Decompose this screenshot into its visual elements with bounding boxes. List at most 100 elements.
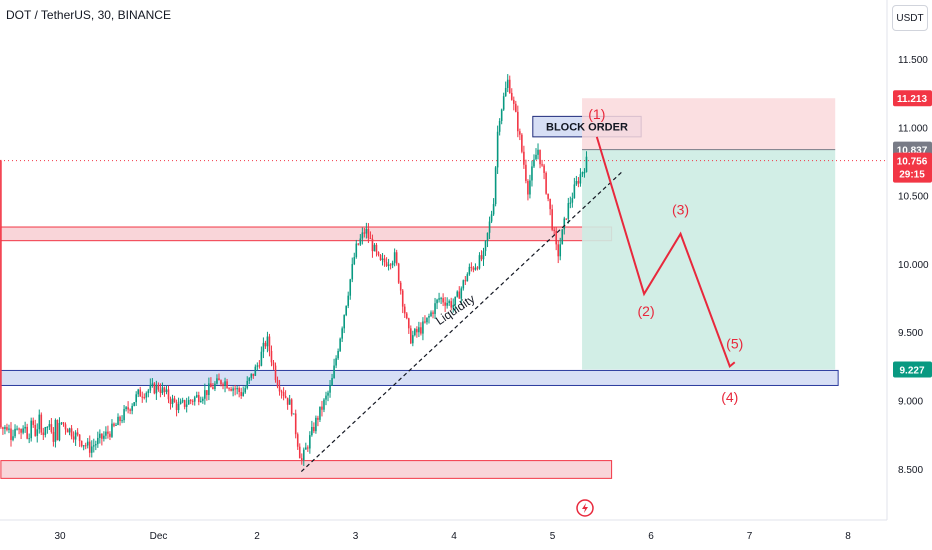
candle-body-143 bbox=[288, 399, 291, 405]
candle-body-269 bbox=[543, 165, 545, 173]
candle-body-97 bbox=[195, 395, 198, 398]
candle-body-101 bbox=[204, 390, 206, 399]
candle-body-95 bbox=[191, 400, 194, 402]
candle-body-33 bbox=[66, 429, 69, 433]
candle-body-57 bbox=[115, 424, 117, 426]
candle-body-15 bbox=[30, 420, 32, 439]
candle-body-227 bbox=[458, 291, 461, 299]
candle-body-250 bbox=[504, 87, 507, 97]
candle-body-255 bbox=[515, 103, 517, 112]
candle-body-136 bbox=[274, 365, 277, 381]
candle-body-122 bbox=[246, 380, 249, 389]
candle-body-162 bbox=[327, 392, 329, 396]
candle-body-247 bbox=[498, 120, 501, 132]
candle-body-170 bbox=[343, 315, 345, 329]
candle-body-185 bbox=[373, 244, 376, 252]
candle-body-219 bbox=[442, 298, 444, 303]
candle-body-100 bbox=[202, 398, 204, 401]
candle-body-165 bbox=[333, 365, 335, 378]
candle-body-52 bbox=[105, 431, 107, 436]
x-tick-4: 4 bbox=[451, 531, 457, 542]
candle-body-231 bbox=[466, 274, 469, 282]
candle-body-224 bbox=[452, 304, 455, 308]
candle-body-290 bbox=[585, 156, 588, 173]
candle-body-46 bbox=[92, 445, 95, 447]
candle-body-214 bbox=[432, 312, 434, 314]
candle-body-230 bbox=[464, 280, 467, 282]
candle-body-104 bbox=[210, 383, 212, 388]
candle-body-175 bbox=[353, 257, 356, 265]
candle-body-232 bbox=[468, 266, 471, 275]
candle-body-217 bbox=[438, 298, 440, 300]
candle-body-74 bbox=[149, 384, 152, 391]
candle-body-31 bbox=[62, 422, 65, 425]
candle-body-87 bbox=[175, 402, 178, 411]
candle-body-228 bbox=[460, 288, 463, 299]
candle-body-60 bbox=[121, 420, 123, 422]
candle-body-288 bbox=[581, 172, 584, 175]
candle-body-187 bbox=[377, 251, 380, 255]
candle-body-38 bbox=[76, 432, 79, 435]
x-tick-6: 6 bbox=[648, 531, 654, 542]
candle-body-264 bbox=[533, 159, 535, 167]
candle-body-285 bbox=[575, 181, 578, 185]
candle-body-179 bbox=[361, 232, 364, 239]
candle-body-121 bbox=[244, 388, 247, 393]
candle-body-110 bbox=[222, 384, 224, 386]
candle-body-98 bbox=[197, 395, 200, 403]
wave-path bbox=[595, 136, 736, 369]
y-tick-4: 9.500 bbox=[898, 328, 923, 339]
wave-label-4: (4) bbox=[721, 389, 738, 405]
candle-body-249 bbox=[502, 96, 505, 110]
candle-body-69 bbox=[139, 389, 142, 397]
candle-body-209 bbox=[422, 321, 424, 334]
candle-body-138 bbox=[278, 386, 281, 392]
candle-body-0 bbox=[0, 160, 2, 428]
candle-body-8 bbox=[16, 428, 18, 430]
candle-body-213 bbox=[430, 312, 432, 317]
candle-body-125 bbox=[252, 373, 255, 376]
candle-body-92 bbox=[185, 404, 188, 407]
candle-body-72 bbox=[145, 392, 148, 398]
candle-body-83 bbox=[167, 389, 170, 400]
candle-body-262 bbox=[529, 180, 531, 195]
currency-button[interactable]: USDT bbox=[892, 5, 928, 31]
candle-body-253 bbox=[510, 92, 513, 100]
candle-body-68 bbox=[137, 389, 140, 395]
candle-body-107 bbox=[216, 378, 218, 384]
candle-body-22 bbox=[44, 426, 47, 435]
candle-body-243 bbox=[490, 214, 493, 222]
target-price-badge: 9.227 bbox=[899, 365, 924, 376]
candle-body-172 bbox=[347, 295, 350, 306]
candle-body-89 bbox=[179, 401, 182, 404]
candle-body-58 bbox=[117, 416, 119, 425]
y-tick-6: 8.500 bbox=[898, 465, 923, 476]
candle-body-158 bbox=[319, 406, 321, 420]
y-tick-0: 11.500 bbox=[898, 55, 928, 66]
candle-body-19 bbox=[38, 414, 41, 430]
candle-body-202 bbox=[407, 318, 410, 329]
candle-body-30 bbox=[60, 422, 63, 424]
candle-body-287 bbox=[579, 174, 582, 184]
candle-body-245 bbox=[494, 167, 497, 205]
candle-body-220 bbox=[444, 302, 446, 306]
candle-body-62 bbox=[125, 407, 127, 410]
support-zone-1 bbox=[0, 369, 839, 386]
candle-body-128 bbox=[258, 365, 261, 367]
candle-body-178 bbox=[359, 238, 362, 245]
candle-body-73 bbox=[147, 390, 150, 393]
countdown-badge: 29:15 bbox=[899, 170, 925, 181]
candle-body-286 bbox=[577, 181, 580, 184]
candle-body-25 bbox=[50, 424, 53, 432]
candle-body-141 bbox=[284, 395, 287, 398]
candle-body-21 bbox=[42, 432, 45, 435]
wave-label-1: (1) bbox=[588, 106, 605, 122]
candle-body-289 bbox=[583, 172, 586, 174]
candle-body-239 bbox=[482, 251, 485, 260]
candle-body-218 bbox=[440, 298, 442, 300]
last-price-badge: 10.756 bbox=[897, 157, 928, 168]
candle-body-144 bbox=[290, 399, 293, 415]
candle-body-124 bbox=[250, 373, 253, 378]
candle-body-5 bbox=[10, 428, 12, 440]
